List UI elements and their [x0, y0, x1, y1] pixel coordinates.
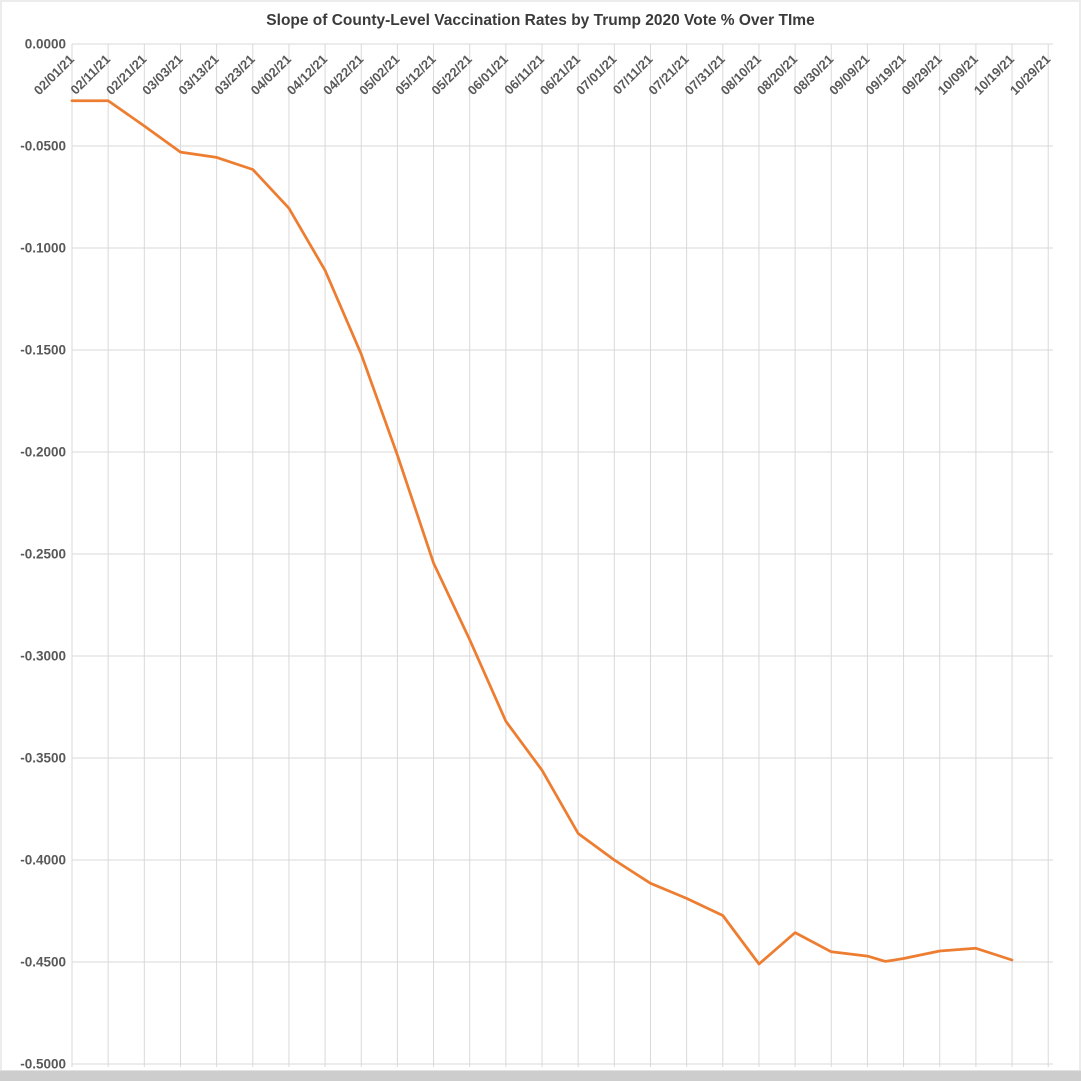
y-axis-tick-label: -0.2500: [20, 547, 66, 562]
y-axis-tick-labels: 0.0000 -0.0500 -0.1000 -0.1500 -0.2000 -0.250…: [20, 37, 66, 1072]
series-line-group: [70, 99, 1014, 966]
x-gridlines: [71, 44, 1049, 1067]
y-axis-tick-label: -0.0500: [20, 139, 66, 154]
y-axis-tick-label: -0.5000: [20, 1057, 66, 1072]
series-line: [70, 99, 1014, 966]
x-axis-tick-label: 10/29/21: [1007, 52, 1053, 98]
y-axis-tick-label: -0.1000: [20, 241, 66, 256]
y-axis-tick-label: -0.3500: [20, 751, 66, 766]
y-axis-tick-label: -0.1500: [20, 343, 66, 358]
y-axis-tick-label: -0.2000: [20, 445, 66, 460]
window-bottom-edge: [0, 1070, 1081, 1081]
y-axis-tick-label: 0.0000: [25, 37, 66, 52]
y-axis-tick-label: -0.4500: [20, 955, 66, 970]
y-axis-tick-label: -0.3000: [20, 649, 66, 664]
y-gridlines: [72, 43, 1053, 1065]
y-axis-tick-label: -0.4000: [20, 853, 66, 868]
chart-title: Slope of County-Level Vaccination Rates …: [266, 12, 815, 29]
